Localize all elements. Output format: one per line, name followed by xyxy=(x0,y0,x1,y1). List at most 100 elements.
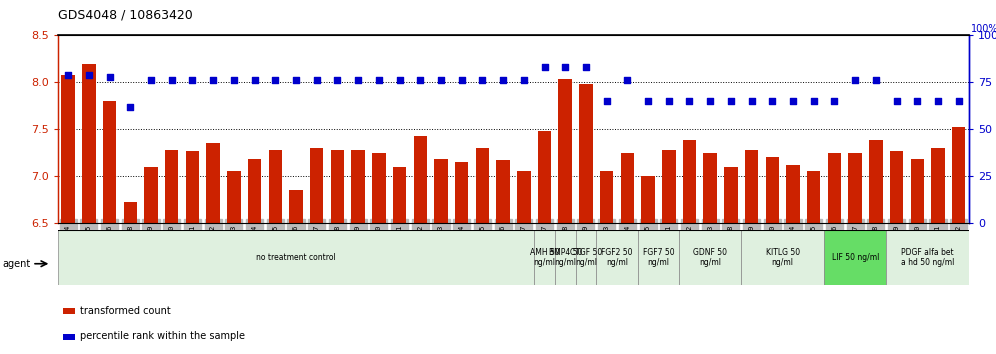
Bar xyxy=(766,157,779,223)
Point xyxy=(371,78,386,83)
Point xyxy=(744,98,760,104)
Bar xyxy=(580,84,593,223)
Text: FGF7 50
ng/ml: FGF7 50 ng/ml xyxy=(642,248,674,267)
Bar xyxy=(58,230,534,285)
Point xyxy=(184,78,200,83)
Bar xyxy=(559,80,572,223)
Bar xyxy=(62,75,75,223)
Bar xyxy=(144,167,157,223)
Point xyxy=(205,78,221,83)
Bar xyxy=(600,171,614,223)
Bar xyxy=(206,143,220,223)
Bar xyxy=(910,159,924,223)
Point xyxy=(288,78,304,83)
Point xyxy=(537,64,553,70)
Point xyxy=(226,78,242,83)
Point xyxy=(660,98,676,104)
Bar xyxy=(952,127,965,223)
Bar xyxy=(165,150,178,223)
Bar xyxy=(63,308,76,314)
Point xyxy=(681,98,697,104)
Point xyxy=(909,98,925,104)
Bar xyxy=(496,160,510,223)
Point xyxy=(557,64,573,70)
Text: no treatment control: no treatment control xyxy=(256,253,336,262)
Point xyxy=(951,98,967,104)
Bar xyxy=(269,150,282,223)
Point xyxy=(412,78,428,83)
Bar xyxy=(828,153,842,223)
Bar xyxy=(683,141,696,223)
Bar xyxy=(641,176,654,223)
Point xyxy=(123,104,138,109)
Point xyxy=(60,72,76,78)
Point xyxy=(495,78,511,83)
Point xyxy=(163,78,179,83)
Point xyxy=(102,74,118,80)
Bar xyxy=(124,202,137,223)
Point xyxy=(247,78,263,83)
Bar xyxy=(621,153,634,223)
Bar xyxy=(597,230,637,285)
Text: transformed count: transformed count xyxy=(80,306,171,316)
Text: percentile rank within the sample: percentile rank within the sample xyxy=(80,331,245,341)
Point xyxy=(433,78,449,83)
Bar xyxy=(476,148,489,223)
Bar xyxy=(786,165,800,223)
Text: GDNF 50
ng/ml: GDNF 50 ng/ml xyxy=(693,248,727,267)
Point xyxy=(827,98,843,104)
Text: KITLG 50
ng/ml: KITLG 50 ng/ml xyxy=(766,248,800,267)
Bar xyxy=(103,101,117,223)
Bar xyxy=(63,334,76,340)
Point xyxy=(267,78,283,83)
Text: CTGF 50
ng/ml: CTGF 50 ng/ml xyxy=(570,248,602,267)
Point xyxy=(391,78,407,83)
Bar xyxy=(637,230,679,285)
Point xyxy=(143,78,159,83)
Bar xyxy=(82,64,96,223)
Bar xyxy=(227,171,241,223)
Point xyxy=(599,98,615,104)
Bar xyxy=(870,141,882,223)
Text: LIF 50 ng/ml: LIF 50 ng/ml xyxy=(832,253,878,262)
Bar xyxy=(745,150,758,223)
Text: GDS4048 / 10863420: GDS4048 / 10863420 xyxy=(58,9,192,22)
Point xyxy=(474,78,490,83)
Text: agent: agent xyxy=(2,259,30,269)
Bar xyxy=(455,162,468,223)
Text: AMH 50
ng/ml: AMH 50 ng/ml xyxy=(530,248,560,267)
Bar xyxy=(662,150,675,223)
Bar xyxy=(310,148,324,223)
Point xyxy=(785,98,801,104)
Bar xyxy=(555,230,576,285)
Bar xyxy=(741,230,824,285)
Bar xyxy=(849,153,862,223)
Bar xyxy=(576,230,597,285)
Bar xyxy=(517,171,531,223)
Bar xyxy=(886,230,969,285)
Point xyxy=(640,98,656,104)
Text: BMP4 50
ng/ml: BMP4 50 ng/ml xyxy=(549,248,582,267)
Point xyxy=(764,98,780,104)
Point xyxy=(702,98,718,104)
Bar xyxy=(538,131,551,223)
Bar xyxy=(434,159,447,223)
Bar xyxy=(703,153,717,223)
Bar xyxy=(413,136,427,223)
Point xyxy=(888,98,904,104)
Bar xyxy=(679,230,741,285)
Point xyxy=(309,78,325,83)
Point xyxy=(868,78,883,83)
Bar xyxy=(289,190,303,223)
Bar xyxy=(724,167,738,223)
Point xyxy=(454,78,470,83)
Point xyxy=(330,78,346,83)
Point xyxy=(806,98,822,104)
Bar xyxy=(534,230,555,285)
Point xyxy=(848,78,864,83)
Point xyxy=(81,72,97,78)
Bar xyxy=(931,148,945,223)
Bar xyxy=(824,230,886,285)
Point xyxy=(578,64,594,70)
Point xyxy=(930,98,946,104)
